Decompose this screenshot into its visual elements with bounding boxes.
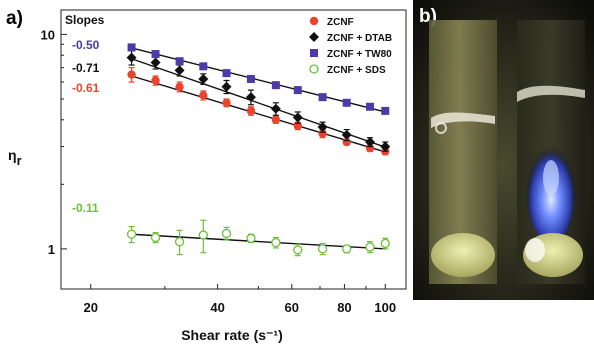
legend-marker xyxy=(310,49,318,57)
fit-lines xyxy=(131,47,386,250)
data-point xyxy=(221,81,232,92)
data-point xyxy=(198,73,209,84)
data-point xyxy=(317,122,328,133)
legend-marker xyxy=(309,32,319,42)
data-point xyxy=(246,106,256,116)
slope-label: -0.71 xyxy=(72,61,100,75)
y-tick-label: 10 xyxy=(41,27,55,42)
data-point xyxy=(365,242,375,252)
fit-line xyxy=(131,58,386,148)
data-point xyxy=(246,233,256,243)
x-tick-label: 80 xyxy=(337,300,351,315)
x-tick-label: 100 xyxy=(374,300,396,315)
data-point xyxy=(127,70,136,79)
data-point xyxy=(318,129,327,138)
plot-frame xyxy=(60,9,407,290)
legend-label: ZCNF + DTAB xyxy=(327,33,392,44)
data-point xyxy=(221,228,232,239)
series-zcnf-tw80 xyxy=(127,43,390,115)
y-axis: 1 10 xyxy=(41,27,67,257)
slopes-title: Slopes xyxy=(65,13,105,27)
series-zcnf xyxy=(127,67,390,156)
data-point xyxy=(127,43,136,52)
data-point xyxy=(126,52,137,63)
data-point xyxy=(342,137,351,147)
data-point xyxy=(341,129,352,140)
data-point xyxy=(175,82,184,91)
data-point xyxy=(222,69,231,78)
data-point xyxy=(365,137,376,148)
x-axis: 20 40 60 80 100 xyxy=(84,284,396,315)
data-point xyxy=(198,230,208,240)
y-tick-label: 1 xyxy=(48,242,55,257)
data-point xyxy=(199,91,208,100)
right-vial xyxy=(517,20,585,284)
fit-line xyxy=(131,75,386,153)
series-zcnf-sds xyxy=(126,219,390,257)
x-tick-label: 60 xyxy=(285,300,299,315)
data-point xyxy=(150,57,161,68)
data-point xyxy=(174,237,185,247)
vials-photo: b) xyxy=(413,0,594,300)
data-point xyxy=(270,103,281,114)
data-point xyxy=(381,106,390,115)
series-zcnf-dtab xyxy=(126,50,391,152)
data-points xyxy=(126,43,391,257)
left-vial xyxy=(429,20,497,284)
x-axis-label: Shear rate (s⁻¹) xyxy=(181,327,283,343)
data-point xyxy=(293,86,302,95)
data-point xyxy=(150,232,161,243)
data-point xyxy=(342,98,351,107)
data-point xyxy=(126,229,137,239)
legend: ZCNF ZCNF + DTAB ZCNF + TW80 ZCNF + SDS xyxy=(309,16,392,76)
x-tick-label: 40 xyxy=(210,300,224,315)
data-point xyxy=(318,93,327,102)
data-point xyxy=(151,76,160,85)
data-point xyxy=(245,92,256,103)
data-point xyxy=(246,74,255,83)
chart-panel-a: a) 20 40 60 80 100 1 10 Slopes -0.61 -0.71 -0.5… xyxy=(6,8,407,343)
data-point xyxy=(380,238,390,249)
slope-label: -0.11 xyxy=(72,201,99,215)
data-point xyxy=(222,98,231,107)
data-point xyxy=(366,102,375,111)
data-point xyxy=(151,50,160,59)
slope-label: -0.61 xyxy=(72,81,100,95)
data-point xyxy=(271,81,280,90)
data-point xyxy=(293,245,303,255)
data-point xyxy=(380,141,391,152)
data-point xyxy=(342,244,352,254)
data-point xyxy=(271,115,281,124)
legend-label: ZCNF xyxy=(327,17,354,28)
data-point xyxy=(175,57,184,66)
data-point xyxy=(174,65,185,76)
panel-label-a: a) xyxy=(6,8,23,29)
data-point xyxy=(199,62,208,71)
legend-marker xyxy=(309,16,319,26)
data-point xyxy=(317,244,328,254)
y-axis-label: ηr xyxy=(8,147,22,168)
slope-label: -0.50 xyxy=(72,38,100,52)
legend-label: ZCNF + TW80 xyxy=(327,49,392,60)
photo-panel-b: b) xyxy=(413,0,594,300)
legend-label: ZCNF + SDS xyxy=(327,65,386,76)
slope-labels: -0.61 -0.71 -0.50 -0.11 xyxy=(72,38,100,215)
x-tick-label: 20 xyxy=(84,300,98,315)
data-point xyxy=(292,112,303,123)
data-point xyxy=(271,237,281,248)
legend-marker xyxy=(309,64,319,74)
